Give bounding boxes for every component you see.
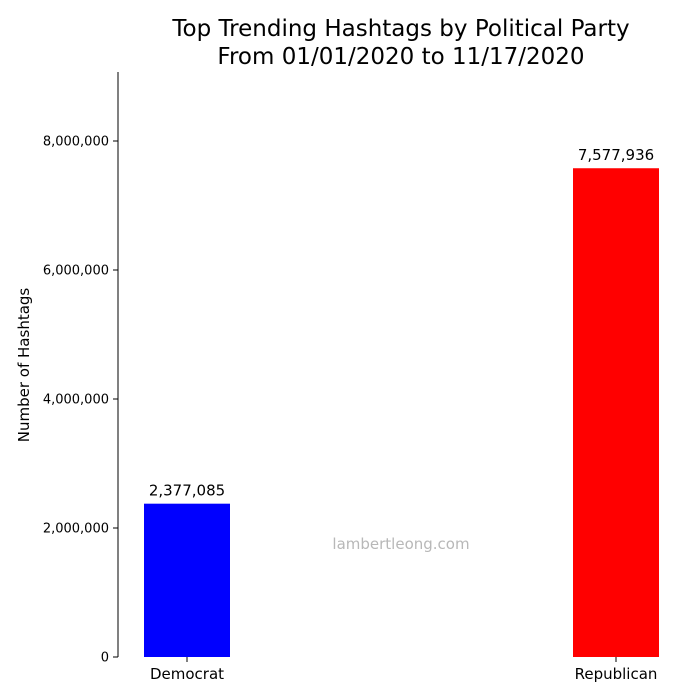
x-tick-label-republican: Republican — [575, 665, 658, 683]
y-tick-label: 0 — [101, 651, 109, 666]
data-label-republican: 7,577,936 — [578, 146, 654, 164]
y-tick-label: 2,000,000 — [43, 522, 109, 537]
chart-title-line-1: Top Trending Hashtags by Political Party — [171, 16, 629, 42]
y-tick-label: 4,000,000 — [43, 393, 109, 408]
x-tick-label-democrat: Democrat — [150, 665, 224, 683]
x-axis-ticks: Democrat Republican — [150, 657, 657, 683]
y-axis-label: Number of Hashtags — [15, 288, 33, 443]
chart-title-line-2: From 01/01/2020 to 11/17/2020 — [217, 44, 584, 70]
data-label-democrat: 2,377,085 — [149, 482, 225, 500]
chart-title: Top Trending Hashtags by Political Party… — [171, 16, 629, 70]
y-tick-label: 8,000,000 — [43, 135, 109, 150]
bars: 2,377,085 7,577,936 — [144, 146, 659, 657]
y-tick-label: 6,000,000 — [43, 264, 109, 279]
y-axis-ticks: 0 2,000,000 4,000,000 6,000,000 8,000,000 — [43, 135, 118, 666]
watermark: lambertleong.com — [332, 535, 469, 553]
bar-democrat — [144, 503, 230, 657]
bar-republican — [573, 168, 659, 657]
